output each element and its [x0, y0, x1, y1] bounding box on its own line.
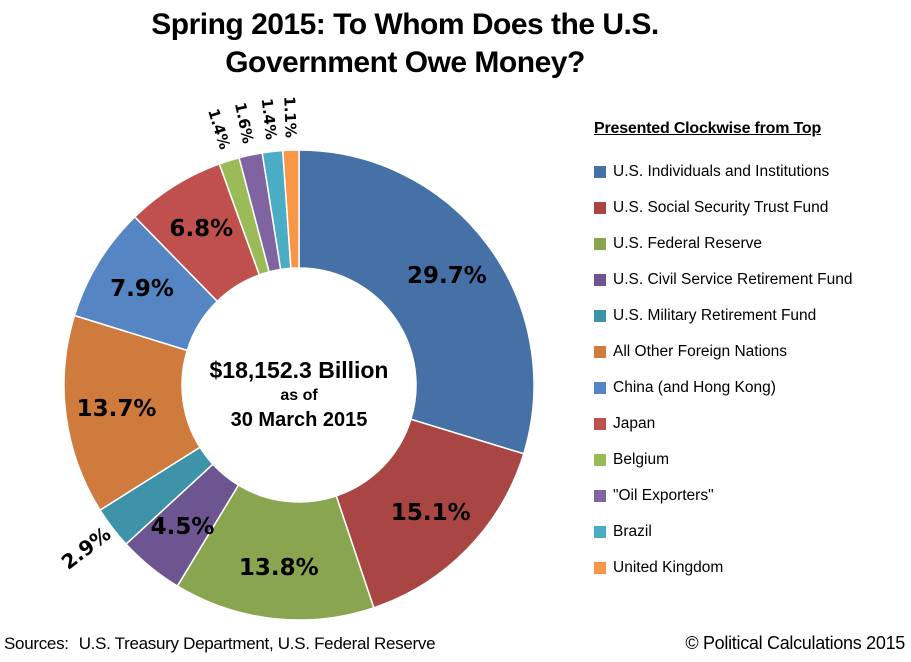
center-date-text: 30 March 2015	[230, 409, 368, 431]
legend-item-label: Belgium	[613, 451, 669, 468]
legend-item-7: China (and Hong Kong)	[594, 379, 909, 396]
legend-items: U.S. Individuals and Institutions U.S. So…	[594, 163, 909, 576]
legend-swatch-icon	[594, 490, 606, 502]
legend-title: Presented Clockwise from Top	[594, 120, 822, 137]
slice-pct-label-6: 13.7%	[76, 395, 157, 422]
slice-pct-label-7: 7.9%	[110, 276, 174, 303]
legend-item-label: "Oil Exporters"	[613, 487, 714, 504]
legend-swatch-icon	[594, 202, 606, 214]
slice-pct-label-4: 4.5%	[150, 514, 215, 541]
center-asof-text: as of	[280, 387, 318, 404]
legend: Presented Clockwise from Top U.S. Indivi…	[594, 120, 909, 596]
legend-item-1: U.S. Individuals and Institutions	[594, 163, 909, 180]
legend-swatch-icon	[594, 526, 606, 538]
legend-item-11: Brazil	[594, 523, 909, 540]
legend-item-12: United Kingdom	[594, 559, 909, 576]
slice-pct-label-2: 15.1%	[390, 500, 471, 527]
legend-swatch-icon	[594, 382, 606, 394]
legend-item-8: Japan	[594, 415, 909, 432]
chart-title: Spring 2015: To Whom Does the U.S. Gover…	[0, 6, 810, 82]
footer-sources: Sources: U.S. Treasury Department, U.S. F…	[4, 634, 436, 654]
footer: Sources: U.S. Treasury Department, U.S. F…	[4, 633, 905, 654]
legend-swatch-icon	[594, 562, 606, 574]
legend-item-5: U.S. Military Retirement Fund	[594, 307, 909, 324]
chart-title-line-1: Spring 2015: To Whom Does the U.S.	[151, 8, 659, 41]
donut-slice-1	[298, 149, 535, 455]
donut-center-label: $18,152.3 Billion as of 30 March 2015	[169, 356, 429, 432]
donut-slice-2	[335, 418, 525, 609]
legend-swatch-icon	[594, 274, 606, 286]
slice-pct-label-3: 13.8%	[238, 554, 319, 581]
legend-item-label: U.S. Civil Service Retirement Fund	[613, 271, 853, 288]
legend-item-10: "Oil Exporters"	[594, 487, 909, 504]
legend-swatch-icon	[594, 454, 606, 466]
legend-item-3: U.S. Federal Reserve	[594, 235, 909, 252]
footer-copyright: © Political Calculations 2015	[685, 633, 905, 653]
legend-item-label: China (and Hong Kong)	[613, 379, 776, 396]
legend-item-label: Japan	[613, 415, 656, 432]
legend-item-2: U.S. Social Security Trust Fund	[594, 199, 909, 216]
legend-swatch-icon	[594, 346, 606, 358]
sources-text: U.S. Treasury Department, U.S. Federal R…	[78, 634, 436, 653]
legend-swatch-icon	[594, 166, 606, 178]
legend-item-label: U.S. Federal Reserve	[613, 235, 763, 252]
slice-pct-label-8: 6.8%	[169, 216, 234, 243]
legend-item-label: Brazil	[613, 523, 652, 540]
slice-pct-label-12: 1.1%	[279, 96, 300, 139]
legend-swatch-icon	[594, 238, 606, 250]
legend-item-label: U.S. Military Retirement Fund	[613, 307, 817, 324]
legend-item-label: United Kingdom	[613, 559, 724, 576]
legend-item-6: All Other Foreign Nations	[594, 343, 909, 360]
legend-item-4: U.S. Civil Service Retirement Fund	[594, 271, 909, 288]
legend-swatch-icon	[594, 418, 606, 430]
sources-label: Sources:	[4, 634, 69, 653]
center-total-text: $18,152.3 Billion	[209, 357, 389, 383]
slice-pct-label-1: 29.7%	[407, 262, 487, 289]
legend-item-label: All Other Foreign Nations	[613, 343, 788, 360]
legend-item-label: U.S. Individuals and Institutions	[613, 163, 830, 180]
chart-title-line-2: Government Owe Money?	[225, 46, 585, 79]
legend-item-label: U.S. Social Security Trust Fund	[613, 199, 829, 216]
legend-swatch-icon	[594, 310, 606, 322]
donut-slice-12	[281, 149, 300, 270]
legend-item-9: Belgium	[594, 451, 909, 468]
